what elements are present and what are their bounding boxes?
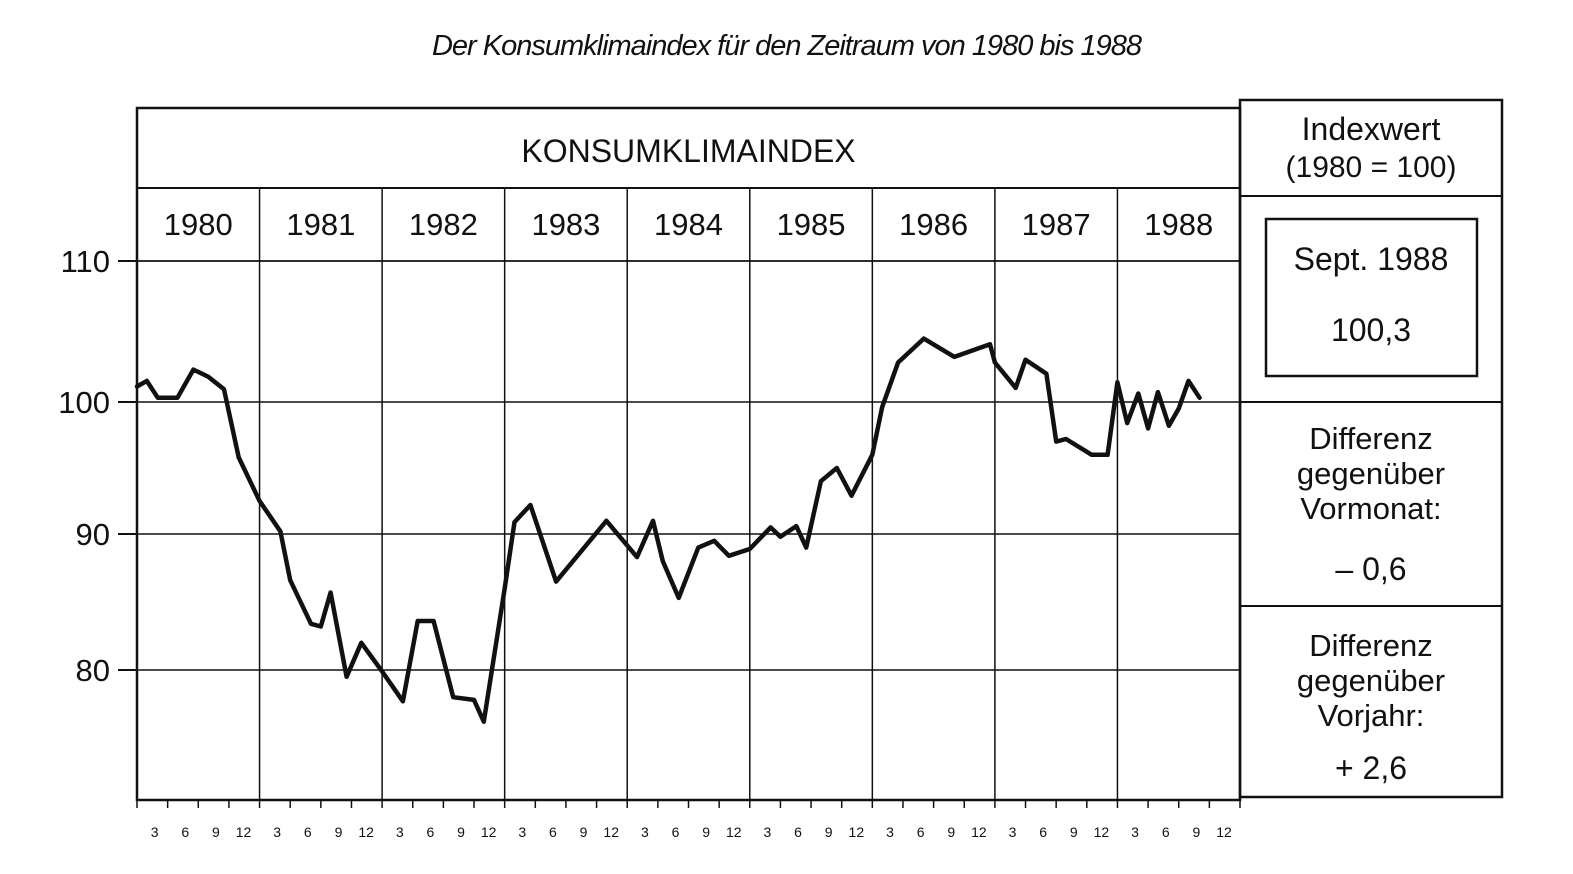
y-tick-label: 100 bbox=[58, 385, 110, 420]
x-tick-label: 3 bbox=[273, 824, 281, 840]
x-tick-label: 12 bbox=[849, 824, 865, 840]
x-tick-label: 6 bbox=[549, 824, 557, 840]
x-tick-label: 3 bbox=[641, 824, 649, 840]
year-label: 1984 bbox=[654, 207, 723, 242]
x-tick-label: 6 bbox=[794, 824, 802, 840]
series-line-0 bbox=[134, 336, 1202, 724]
x-tick-label: 9 bbox=[702, 824, 710, 840]
x-tick-label: 6 bbox=[426, 824, 434, 840]
x-tick-label: 12 bbox=[358, 824, 374, 840]
latest-value: 100,3 bbox=[1331, 312, 1411, 348]
year-label: 1981 bbox=[286, 207, 355, 242]
x-tick-label: 3 bbox=[1131, 824, 1139, 840]
y-tick-label: 80 bbox=[76, 653, 110, 688]
prev-year-diff-label: gegenüber bbox=[1297, 663, 1445, 698]
x-axis-month-ticks: 3 6 9 12 3 6 9 12 3 6 9 12 3 6 9 12 3 6 9 12 3 6 9 12 3 6 9 12 3 6 9 12… bbox=[136, 800, 1241, 840]
page-title: Der Konsumklimaindex für den Zeitraum vo… bbox=[431, 30, 1142, 62]
prev-month-diff-label: gegenüber bbox=[1297, 456, 1445, 491]
year-labels: 1980 1981 1982 1983 1984 1985 1986 1987 1988 bbox=[164, 207, 1213, 242]
x-tick-label: 6 bbox=[1162, 824, 1170, 840]
year-label: 1982 bbox=[409, 207, 478, 242]
index-title: Indexwert bbox=[1302, 111, 1441, 147]
x-tick-label: 3 bbox=[518, 824, 526, 840]
info-panel-border bbox=[1238, 98, 1504, 799]
year-label: 1985 bbox=[777, 207, 846, 242]
latest-month: Sept. 1988 bbox=[1294, 241, 1449, 277]
x-tick-label: 12 bbox=[971, 824, 987, 840]
x-tick-label: 12 bbox=[603, 824, 619, 840]
x-tick-label: 6 bbox=[181, 824, 189, 840]
prev-year-diff-value: + 2,6 bbox=[1335, 750, 1407, 786]
x-tick-label: 9 bbox=[1192, 824, 1200, 840]
year-label: 1987 bbox=[1022, 207, 1091, 242]
y-tick-label: 90 bbox=[76, 517, 110, 552]
x-tick-label: 6 bbox=[304, 824, 312, 840]
x-tick-label: 3 bbox=[764, 824, 772, 840]
prev-year-diff-label: Differenz bbox=[1309, 628, 1433, 663]
info-panel: Indexwert (1980 = 100) Sept. 1988 100,3 Diff… bbox=[1238, 98, 1504, 799]
index-base: (1980 = 100) bbox=[1286, 151, 1457, 184]
latest-value-box bbox=[1264, 217, 1479, 378]
prev-month-diff-label: Vormonat: bbox=[1300, 491, 1441, 526]
x-tick-label: 3 bbox=[1009, 824, 1017, 840]
year-label: 1986 bbox=[899, 207, 968, 242]
x-tick-label: 12 bbox=[726, 824, 742, 840]
x-tick-label: 6 bbox=[917, 824, 925, 840]
x-tick-label: 3 bbox=[151, 824, 159, 840]
y-tick-label: 110 bbox=[61, 244, 110, 279]
x-tick-label: 12 bbox=[481, 824, 497, 840]
x-tick-label: 9 bbox=[947, 824, 955, 840]
x-tick-label: 3 bbox=[886, 824, 894, 840]
x-tick-label: 9 bbox=[580, 824, 588, 840]
x-tick-label: 3 bbox=[396, 824, 404, 840]
x-tick-label: 6 bbox=[672, 824, 680, 840]
x-tick-label: 9 bbox=[335, 824, 343, 840]
year-label: 1983 bbox=[531, 207, 600, 242]
x-tick-label: 9 bbox=[457, 824, 465, 840]
y-axis-ticks: 110 100 90 80 bbox=[58, 244, 137, 688]
chart-header-label: KONSUMKLIMAINDEX bbox=[521, 133, 855, 169]
x-tick-label: 12 bbox=[1216, 824, 1232, 840]
x-tick-label: 12 bbox=[1094, 824, 1110, 840]
x-tick-label: 9 bbox=[1070, 824, 1078, 840]
x-tick-label: 9 bbox=[212, 824, 220, 840]
prev-month-diff-value: – 0,6 bbox=[1335, 551, 1406, 587]
x-tick-label: 12 bbox=[236, 824, 252, 840]
prev-month-diff-label: Differenz bbox=[1309, 421, 1433, 456]
x-tick-label: 6 bbox=[1039, 824, 1047, 840]
year-label: 1988 bbox=[1144, 207, 1213, 242]
prev-year-diff-label: Vorjahr: bbox=[1318, 698, 1425, 733]
x-tick-label: 9 bbox=[825, 824, 833, 840]
grid-lines bbox=[137, 188, 1240, 800]
series-group bbox=[134, 336, 1202, 724]
year-label: 1980 bbox=[164, 207, 233, 242]
